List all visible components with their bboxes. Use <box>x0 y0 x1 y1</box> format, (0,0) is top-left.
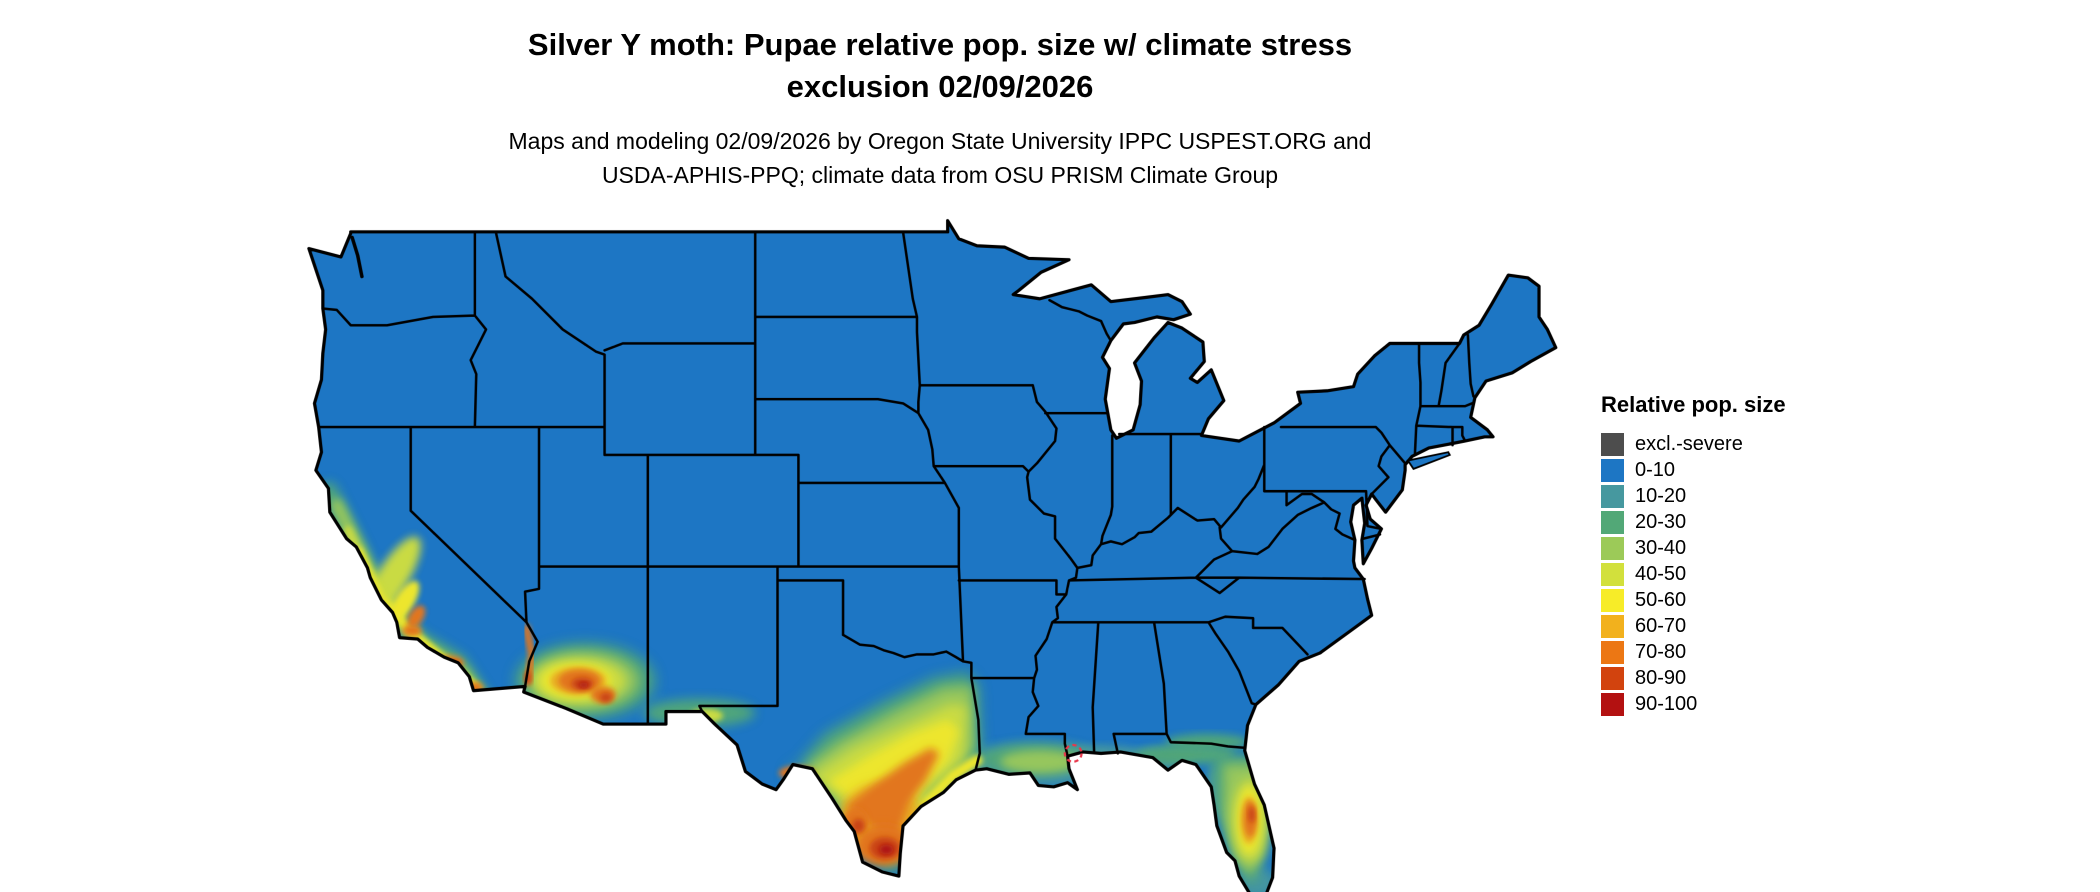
legend-label: 10-20 <box>1635 484 1687 507</box>
legend-item: 80-90 <box>1601 665 1786 691</box>
map-title-line1: Silver Y moth: Pupae relative pop. size … <box>527 27 1353 62</box>
legend-swatch-10-20 <box>1601 484 1624 508</box>
legend-label: 50-60 <box>1635 588 1687 611</box>
risk-blob-florida-redorange <box>1248 806 1256 824</box>
risk-raster <box>319 482 1279 892</box>
nation-outline <box>307 219 1558 892</box>
risk-blob-santa-barbara-orange <box>402 625 422 637</box>
legend-item: 0-10 <box>1601 457 1786 483</box>
legend-item: 50-60 <box>1601 587 1786 613</box>
map-subtitle: Maps and modeling 02/09/2026 by Oregon S… <box>0 124 1880 192</box>
legend-item: 60-70 <box>1601 613 1786 639</box>
risk-blob-tucson-redorange <box>599 692 613 703</box>
risk-blob-rio-grande-orange <box>845 747 940 846</box>
map-subtitle-line1: Maps and modeling 02/09/2026 by Oregon S… <box>508 128 1372 154</box>
legend: Relative pop. size excl.-severe 0-10 10-… <box>1601 392 1786 717</box>
legend-item: 10-20 <box>1601 483 1786 509</box>
legend-item: excl.-severe <box>1601 431 1786 457</box>
legend-item: 90-100 <box>1601 691 1786 717</box>
legend-label: 90-100 <box>1635 692 1698 715</box>
map-title-line2: exclusion 02/09/2026 <box>786 69 1094 104</box>
risk-blob-laredo-redorange <box>852 818 865 833</box>
risk-blob-brownsville-red <box>879 844 894 855</box>
puget-sound <box>350 235 364 279</box>
legend-swatch-90-100 <box>1601 692 1624 716</box>
nation-fill <box>308 220 1556 892</box>
legend-label: 60-70 <box>1635 614 1687 637</box>
legend-label: excl.-severe <box>1635 432 1743 455</box>
long-island <box>1406 451 1451 470</box>
state-borders <box>317 230 1475 772</box>
legend-label: 80-90 <box>1635 666 1687 689</box>
legend-label: 30-40 <box>1635 536 1687 559</box>
legend-item: 20-30 <box>1601 509 1786 535</box>
legend-swatch-20-30 <box>1601 510 1624 534</box>
legend-swatch-excl <box>1601 432 1624 456</box>
risk-blob-south-valley-orange <box>407 605 426 628</box>
legend-swatch-80-90 <box>1601 666 1624 690</box>
legend-swatch-30-40 <box>1601 536 1624 560</box>
legend-label: 70-80 <box>1635 640 1687 663</box>
legend-swatch-50-60 <box>1601 588 1624 612</box>
legend-title: Relative pop. size <box>1601 392 1786 417</box>
us-risk-map <box>281 190 1592 892</box>
legend-swatch-60-70 <box>1601 614 1624 638</box>
legend-swatch-70-80 <box>1601 640 1624 664</box>
risk-blob-phoenix-red <box>578 682 589 688</box>
us-map-svg <box>307 219 1558 892</box>
legend-label: 40-50 <box>1635 562 1687 585</box>
legend-item: 70-80 <box>1601 639 1786 665</box>
risk-blob-south-valley-yellow <box>388 580 420 625</box>
map-subtitle-line2: USDA-APHIS-PPQ; climate data from OSU PR… <box>601 162 1279 188</box>
legend-label: 0-10 <box>1635 458 1676 481</box>
legend-item: 40-50 <box>1601 561 1786 587</box>
legend-item: 30-40 <box>1601 535 1786 561</box>
legend-label: 20-30 <box>1635 510 1687 533</box>
legend-swatch-40-50 <box>1601 562 1624 586</box>
legend-swatch-0-10 <box>1601 458 1624 482</box>
map-header: Silver Y moth: Pupae relative pop. size … <box>0 24 1880 192</box>
risk-blob-louisiana-lightgreen <box>1000 750 1079 773</box>
